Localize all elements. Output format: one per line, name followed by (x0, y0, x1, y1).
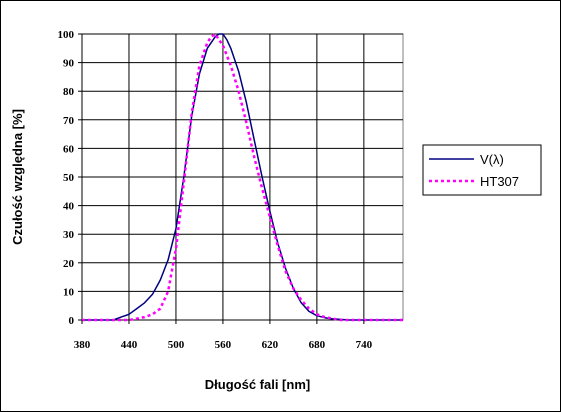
series-line-v-lambda (82, 33, 403, 321)
x-ticks: 380 440 500 560 620 680 740 (74, 320, 373, 351)
x-tick-label-380: 380 (74, 339, 91, 351)
y-tick-label-90: 90 (63, 58, 75, 70)
y-tick-label-30: 30 (63, 229, 75, 241)
x-tick-label-500: 500 (168, 339, 185, 351)
x-tick-label-680: 680 (309, 339, 326, 351)
x-tick-label-560: 560 (215, 339, 232, 351)
y-tick-label-40: 40 (63, 201, 75, 213)
y-ticks: 0 10 20 30 40 50 60 70 80 90 100 (58, 29, 82, 327)
y-axis-title: Czułość względna [%] (10, 109, 25, 245)
y-tick-label-80: 80 (63, 86, 75, 98)
y-tick-label-10: 10 (63, 286, 75, 298)
y-tick-label-0: 0 (69, 315, 75, 327)
y-tick-label-20: 20 (63, 258, 75, 270)
x-tick-label-740: 740 (356, 339, 373, 351)
grid (81, 33, 403, 321)
x-axis-title: Długość fali [nm] (205, 377, 310, 392)
legend-label-v-lambda: V(λ) (480, 152, 504, 167)
y-tick-label-60: 60 (63, 143, 75, 155)
series-layer (82, 32, 403, 322)
y-tick-label-70: 70 (63, 115, 75, 127)
legend-box (422, 144, 542, 196)
x-tick-label-440: 440 (121, 339, 138, 351)
y-tick-label-100: 100 (58, 29, 75, 41)
legend: V(λ) HT307 (422, 144, 542, 196)
legend-label-ht307: HT307 (480, 174, 519, 189)
x-tick-label-620: 620 (262, 339, 279, 351)
series-line-ht307 (82, 32, 403, 322)
y-tick-label-50: 50 (63, 172, 75, 184)
